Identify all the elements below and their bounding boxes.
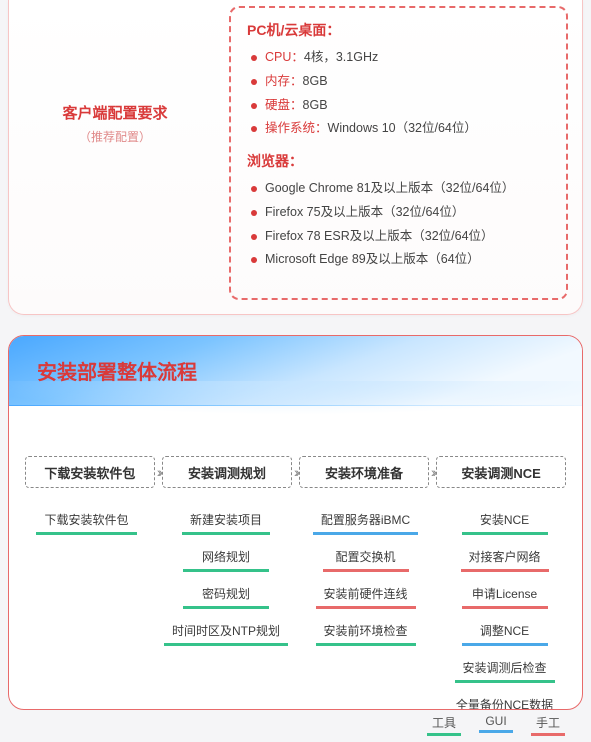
flow-step: 安装调测NCE <box>436 456 566 488</box>
spec-item: 操作系统：Windows 10（32位/64位） <box>247 117 550 141</box>
spec-list-pc: CPU：4核，3.1GHz 内存：8GB 硬盘：8GB 操作系统：Windows… <box>247 46 550 141</box>
flow-task: 网络规划 <box>183 545 269 572</box>
flow-task: 密码规划 <box>183 582 269 609</box>
spec-item: Microsoft Edge 89及以上版本（64位） <box>247 248 550 272</box>
flow-task: 安装NCE <box>462 508 548 535</box>
requirements-title: 客户端配置要求 <box>55 100 175 127</box>
legend-swatch-tool <box>427 733 461 736</box>
requirements-panel: 客户端配置要求 （推荐配置） PC机/云桌面： CPU：4核，3.1GHz 内存… <box>8 0 583 315</box>
legend-label: 手工 <box>536 714 560 731</box>
spec-section-pc: PC机/云桌面： CPU：4核，3.1GHz 内存：8GB 硬盘：8GB 操作系… <box>247 20 550 141</box>
spec-section-title: PC机/云桌面： <box>247 20 550 40</box>
flow-task: 新建安装项目 <box>182 508 270 535</box>
flow-task: 安装前环境检查 <box>316 619 416 646</box>
spec-section-title: 浏览器： <box>247 151 550 171</box>
spec-section-browser: 浏览器： Google Chrome 81及以上版本（32位/64位） Fire… <box>247 151 550 272</box>
flow-task: 申请License <box>462 582 548 609</box>
flow-task: 下载安装软件包 <box>36 508 136 535</box>
flow-column: 安装NCE对接客户网络申请License调整NCE安装调测后检查全量备份NCE数… <box>443 508 566 691</box>
legend-label: GUI <box>485 714 506 728</box>
flow-columns: 下载安装软件包 新建安装项目网络规划密码规划时间时区及NTP规划 配置服务器iB… <box>25 508 566 691</box>
spec-item: 内存：8GB <box>247 70 550 94</box>
flow-column: 配置服务器iBMC 配置交换机安装前硬件连线安装前环境检查 <box>304 508 427 691</box>
legend-item-gui: GUI <box>479 714 513 736</box>
legend-swatch-gui <box>479 730 513 733</box>
flow-step: 安装调测规划 <box>162 456 292 488</box>
chevron-icon: ›› <box>155 464 162 480</box>
flow-task: 全量备份NCE数据 <box>448 693 561 710</box>
flow-task: 安装调测后检查 <box>455 656 555 683</box>
legend: 工具 GUI 手工 <box>427 714 565 736</box>
spec-item: 硬盘：8GB <box>247 94 550 118</box>
spec-item: Firefox 78 ESR及以上版本（32位/64位） <box>247 225 550 249</box>
flow-panel: 安装部署整体流程 下载安装软件包 ›› 安装调测规划 ›› 安装环境准备 ›› … <box>8 335 583 710</box>
flow-column: 新建安装项目网络规划密码规划时间时区及NTP规划 <box>164 508 288 691</box>
flow-task: 配置交换机 <box>323 545 409 572</box>
spec-item: Google Chrome 81及以上版本（32位/64位） <box>247 177 550 201</box>
legend-swatch-manual <box>531 733 565 736</box>
flow-task: 调整NCE <box>462 619 548 646</box>
spec-list-browser: Google Chrome 81及以上版本（32位/64位） Firefox 7… <box>247 177 550 272</box>
requirements-subtitle: （推荐配置） <box>55 127 175 149</box>
flow-step: 下载安装软件包 <box>25 456 155 488</box>
chevron-icon: ›› <box>292 464 299 480</box>
flow-column: 下载安装软件包 <box>25 508 148 691</box>
flow-title: 安装部署整体流程 <box>37 356 197 385</box>
legend-item-tool: 工具 <box>427 714 461 736</box>
flow-header: 安装部署整体流程 <box>9 336 582 406</box>
legend-item-manual: 手工 <box>531 714 565 736</box>
flow-steps-row: 下载安装软件包 ›› 安装调测规划 ›› 安装环境准备 ›› 安装调测NCE <box>25 456 566 488</box>
flow-task: 对接客户网络 <box>461 545 549 572</box>
flow-task: 安装前硬件连线 <box>316 582 416 609</box>
spec-item: CPU：4核，3.1GHz <box>247 46 550 70</box>
legend-label: 工具 <box>432 714 456 731</box>
spec-item: Firefox 75及以上版本（32位/64位） <box>247 201 550 225</box>
flow-step: 安装环境准备 <box>299 456 429 488</box>
requirements-label: 客户端配置要求 （推荐配置） <box>55 100 175 149</box>
spec-box: PC机/云桌面： CPU：4核，3.1GHz 内存：8GB 硬盘：8GB 操作系… <box>229 6 568 300</box>
chevron-icon: ›› <box>429 464 436 480</box>
flow-task: 时间时区及NTP规划 <box>164 619 288 646</box>
flow-task: 配置服务器iBMC <box>313 508 418 535</box>
